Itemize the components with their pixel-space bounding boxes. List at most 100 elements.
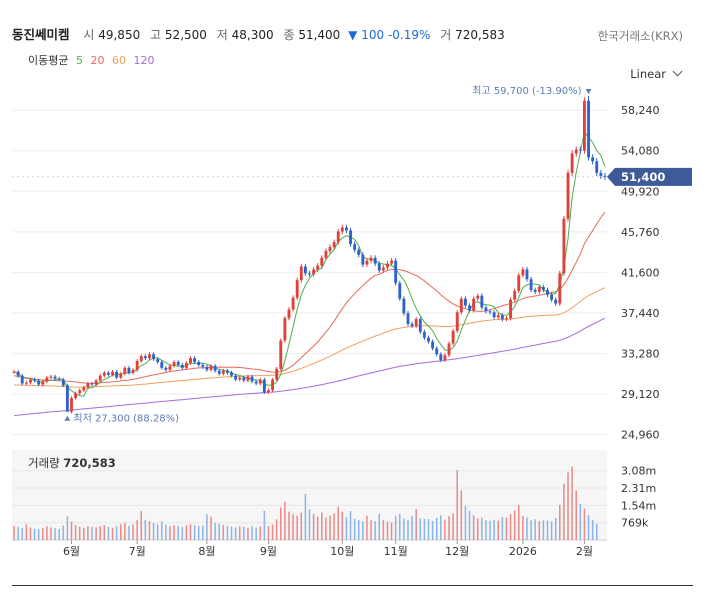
- candle: [291, 297, 295, 310]
- candle: [488, 311, 492, 313]
- close-value: 51,400: [298, 28, 341, 42]
- candle: [197, 362, 201, 365]
- ma-legend-5[interactable]: 5: [75, 54, 83, 67]
- volume-bar: [591, 519, 594, 540]
- ma-legend-20[interactable]: 20: [90, 54, 105, 67]
- candle: [61, 379, 65, 386]
- candle: [521, 269, 525, 276]
- candle: [102, 372, 106, 376]
- candle: [267, 390, 270, 393]
- volume-bar: [263, 510, 266, 540]
- x-tick-label: 6월: [63, 545, 80, 558]
- volume-bar: [226, 526, 229, 540]
- volume-bar: [595, 523, 598, 540]
- candle: [574, 149, 578, 154]
- candle: [139, 356, 143, 362]
- candle: [65, 385, 69, 412]
- candle: [271, 379, 275, 391]
- volume-bar: [448, 516, 450, 540]
- volume-bar: [329, 515, 331, 540]
- volume-bar: [136, 520, 138, 540]
- volume-bar: [522, 515, 524, 540]
- volume-bar: [501, 517, 504, 540]
- candle: [152, 354, 156, 360]
- volume-bar: [435, 517, 438, 540]
- candle: [205, 366, 209, 370]
- volume-bar: [222, 525, 225, 540]
- candle: [468, 305, 471, 311]
- candle: [414, 319, 418, 326]
- volume-bar: [505, 517, 508, 540]
- scale-select[interactable]: Linear: [630, 66, 683, 81]
- volume-bar: [83, 527, 85, 540]
- candle: [591, 157, 595, 162]
- ma-legend-title: 이동평균: [28, 54, 69, 67]
- ma-legend-120[interactable]: 120: [133, 54, 155, 67]
- max-marker-icon: [585, 88, 592, 94]
- candle: [410, 324, 414, 326]
- candle: [320, 257, 324, 266]
- x-tick-label: 10월: [330, 545, 354, 558]
- ma-legend-60[interactable]: 60: [111, 54, 126, 67]
- candle: [78, 390, 82, 394]
- candle: [390, 260, 394, 264]
- candle: [406, 313, 410, 325]
- candle: [336, 231, 340, 243]
- volume-bar: [312, 513, 315, 540]
- volume-bar: [403, 518, 405, 540]
- volume-bar: [587, 515, 590, 540]
- candle: [45, 377, 49, 382]
- volume-bar: [173, 525, 175, 540]
- candle: [258, 379, 262, 384]
- candle: [111, 371, 114, 375]
- candle: [324, 250, 328, 258]
- volume-bar: [415, 508, 417, 540]
- candle: [422, 331, 426, 338]
- volume-bar: [485, 520, 487, 540]
- volume-bar: [497, 520, 500, 540]
- volume-bar: [304, 493, 307, 540]
- volume-bar: [87, 526, 89, 540]
- candle: [451, 330, 455, 344]
- volume-bar: [284, 501, 286, 540]
- x-tick-label: 2026: [509, 545, 537, 558]
- volume-bar: [132, 524, 134, 540]
- volume-bar: [243, 526, 245, 540]
- volume-bar: [550, 521, 553, 540]
- volume-bar: [58, 528, 60, 540]
- volume-bar: [152, 522, 155, 540]
- volume-bar: [140, 511, 143, 540]
- candle: [53, 376, 57, 379]
- volume-bar: [399, 513, 401, 540]
- volume-bar: [575, 490, 577, 540]
- candle: [193, 358, 197, 363]
- candle: [82, 387, 86, 391]
- volume-bar: [193, 525, 196, 540]
- candle: [554, 299, 558, 304]
- open-value: 49,850: [98, 28, 141, 42]
- candle: [525, 269, 529, 280]
- candle: [578, 149, 582, 151]
- candle: [94, 380, 98, 385]
- candle: [476, 295, 480, 299]
- volume-bar: [161, 521, 163, 540]
- volume-bar: [378, 513, 381, 540]
- candle: [16, 371, 20, 376]
- volume-bar: [518, 504, 520, 540]
- candle: [156, 359, 160, 363]
- candle: [505, 318, 508, 320]
- candle: [361, 254, 365, 265]
- volume-bar: [124, 522, 126, 540]
- candle: [49, 376, 53, 378]
- candle: [541, 286, 545, 290]
- volume-bar: [382, 520, 385, 540]
- volume-bar: [165, 524, 167, 540]
- volume-bar: [156, 524, 159, 540]
- volume-bar: [70, 521, 73, 540]
- volume-bar: [78, 526, 81, 540]
- y-tick-label: 41,600: [621, 266, 660, 279]
- candle: [455, 312, 459, 331]
- volume-bar: [333, 513, 335, 540]
- candle: [24, 382, 28, 384]
